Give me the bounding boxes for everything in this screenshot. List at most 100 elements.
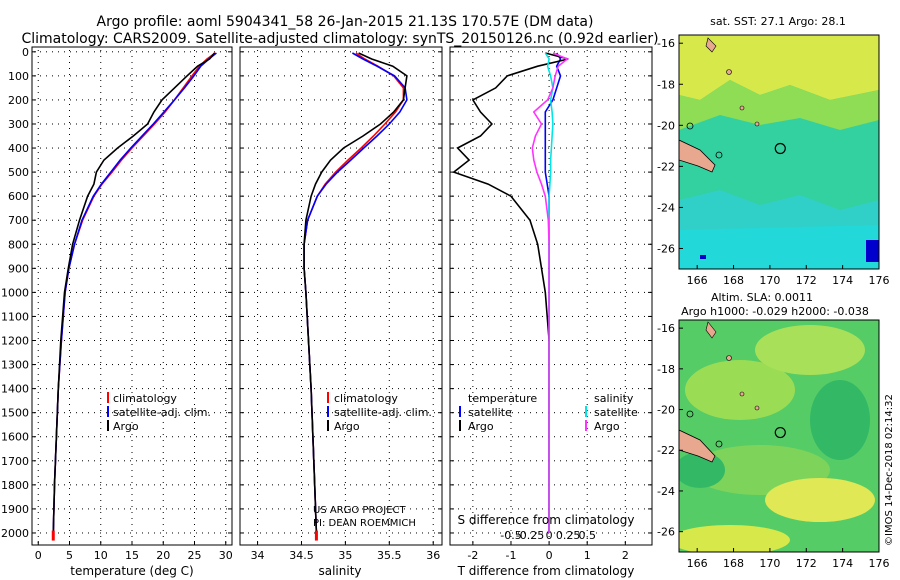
grid-dot [458, 243, 459, 245]
grid-dot [184, 484, 185, 486]
grid-dot [257, 50, 259, 51]
figure-title-line2: Climatology: CARS2009. Satellite-adjuste… [21, 31, 658, 47]
grid-dot [69, 218, 70, 219]
grid-dot [432, 140, 434, 141]
grid-dot [432, 92, 434, 93]
grid-dot [644, 123, 645, 125]
grid-dot [624, 362, 626, 363]
grid-dot [374, 147, 375, 149]
grid-dot [69, 122, 70, 123]
grid-dot [458, 171, 459, 173]
grid-dot [524, 267, 525, 269]
grid-dot [300, 326, 302, 327]
grid-dot [586, 350, 588, 351]
grid-dot [578, 195, 579, 197]
grid-dot [560, 315, 561, 317]
grid-dot [178, 195, 179, 197]
grid-dot [586, 524, 588, 525]
grid-dot [518, 340, 519, 342]
grid-dot [166, 243, 167, 245]
grid-dot [136, 412, 137, 414]
grid-dot [308, 460, 309, 462]
grid-dot [88, 99, 89, 101]
grid-dot [184, 75, 185, 77]
grid-dot [37, 74, 39, 75]
grid-dot [37, 398, 39, 399]
grid-dot [100, 482, 102, 483]
grid-dot [344, 356, 346, 357]
grid-dot [248, 412, 249, 414]
grid-dot [350, 51, 351, 53]
grid-dot [190, 195, 191, 197]
depth-tick-label: 0 [22, 46, 29, 59]
grid-dot [368, 195, 369, 197]
grid-dot [184, 147, 185, 149]
depth-tick-label: 100 [8, 70, 29, 83]
grid-dot [290, 460, 291, 462]
grid-dot [624, 464, 626, 465]
grid-dot [494, 291, 495, 293]
grid-dot [428, 315, 429, 317]
grid-dot [410, 51, 411, 53]
grid-dot [100, 290, 102, 291]
grid-dot [624, 266, 626, 267]
grid-dot [388, 500, 390, 501]
grid-dot [46, 412, 47, 414]
grid-dot [434, 364, 435, 366]
grid-dot [510, 104, 512, 105]
grid-dot [162, 266, 164, 267]
grid-dot [100, 374, 102, 375]
grid-dot [257, 152, 259, 153]
grid-dot [554, 147, 555, 149]
grid-dot [548, 75, 549, 77]
grid-dot [214, 219, 215, 221]
grid-dot [632, 123, 633, 125]
grid-dot [100, 440, 102, 441]
grid-dot [432, 50, 434, 51]
grid-dot [37, 512, 39, 513]
grid-dot [69, 230, 70, 231]
grid-dot [58, 195, 59, 197]
grid-dot [278, 267, 279, 269]
grid-dot [586, 368, 588, 369]
grid-dot [257, 236, 259, 237]
grid-dot [148, 460, 149, 462]
grid-dot [344, 440, 346, 441]
grid-dot [586, 374, 588, 375]
grid-dot [596, 51, 597, 53]
grid-dot [106, 388, 107, 390]
grid-dot [254, 484, 255, 486]
grid-dot [248, 99, 249, 101]
grid-dot [162, 140, 164, 141]
grid-dot [37, 182, 39, 183]
grid-dot [46, 484, 47, 486]
grid-dot [590, 532, 591, 534]
grid-dot [542, 99, 543, 101]
grid-dot [608, 243, 609, 245]
grid-dot [118, 315, 119, 317]
grid-dot [184, 532, 185, 534]
grid-dot [300, 230, 302, 231]
grid-dot [620, 364, 621, 366]
x-tick-label: 34 [251, 549, 265, 562]
grid-dot [208, 195, 209, 197]
grid-dot [162, 404, 164, 405]
grid-dot [518, 412, 519, 414]
grid-dot [332, 508, 333, 510]
grid-dot [278, 364, 279, 366]
grid-dot [37, 500, 39, 501]
grid-dot [272, 460, 273, 462]
grid-dot [464, 436, 465, 438]
grid-dot [464, 195, 465, 197]
grid-dot [314, 436, 315, 438]
grid-dot [590, 388, 591, 390]
grid-dot [254, 436, 255, 438]
grid-dot [632, 219, 633, 221]
depth-tick-label: 1800 [1, 479, 29, 492]
grid-dot [308, 484, 309, 486]
grid-dot [536, 460, 537, 462]
grid-dot [586, 320, 588, 321]
grid-dot [148, 364, 149, 366]
grid-dot [82, 171, 83, 173]
grid-dot [356, 51, 357, 53]
